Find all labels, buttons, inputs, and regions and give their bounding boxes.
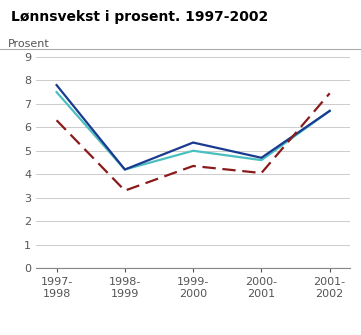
Legend: Alle ansatte, Heltidsansatte, Deltidsansatte: Alle ansatte, Heltidsansatte, Deltidsans… (23, 333, 361, 335)
Text: Lønnsvekst i prosent. 1997-2002: Lønnsvekst i prosent. 1997-2002 (11, 10, 268, 24)
Text: Prosent: Prosent (8, 39, 49, 49)
